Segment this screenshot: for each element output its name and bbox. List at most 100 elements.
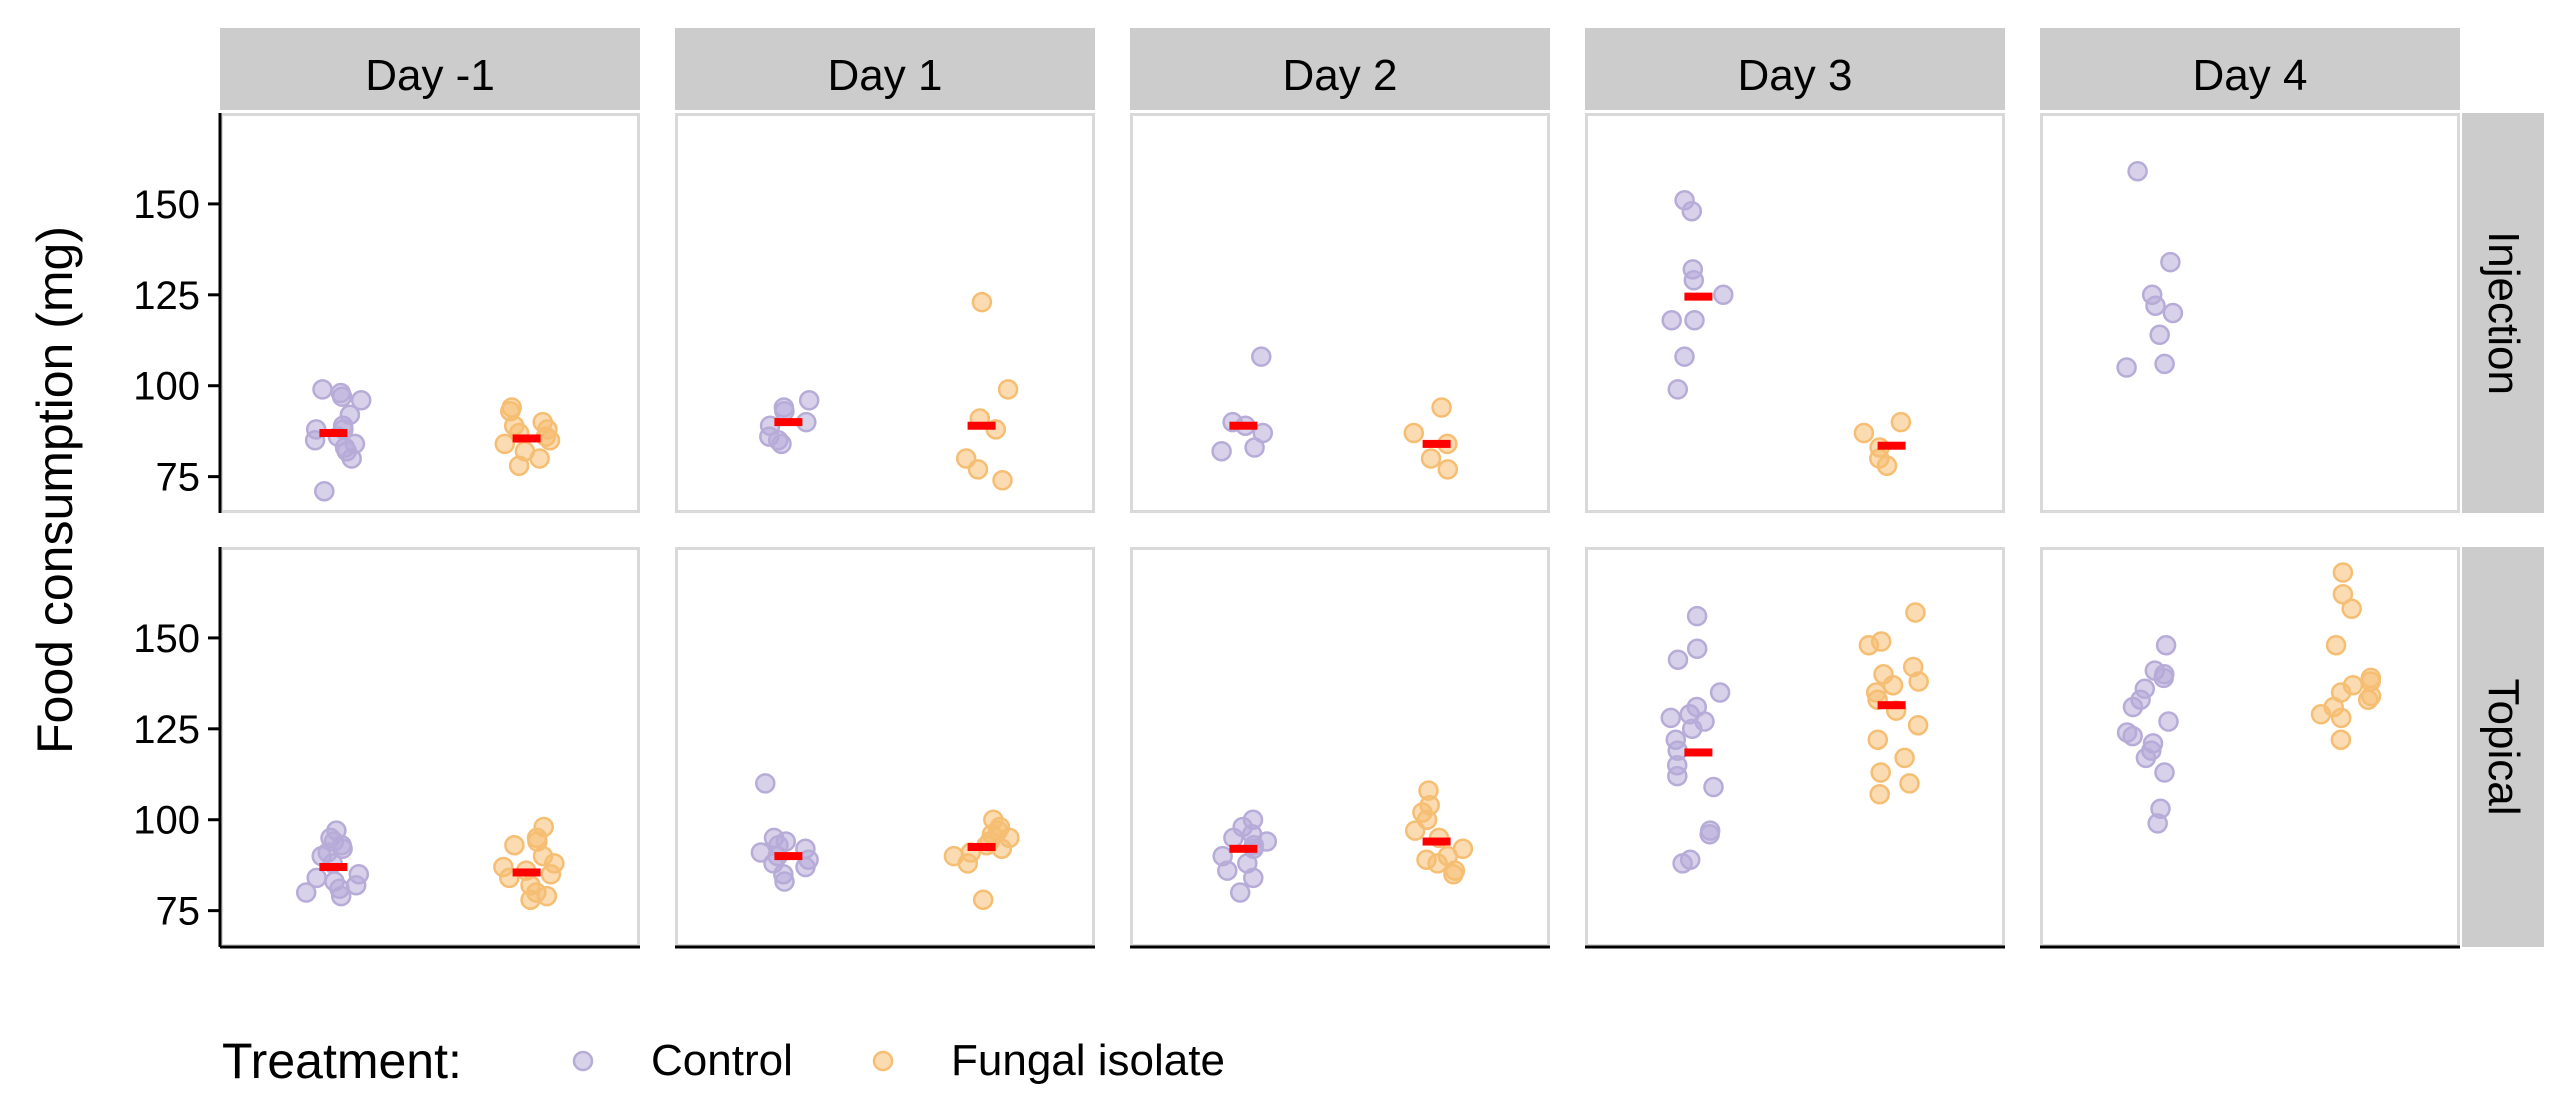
data-point-fungal-isolate bbox=[1907, 714, 1929, 736]
data-point-fungal-isolate bbox=[1894, 747, 1915, 769]
data-point-control bbox=[317, 842, 338, 863]
data-point-control bbox=[1686, 696, 1708, 718]
y-axis-label: Food consumption (mg) bbox=[27, 226, 83, 754]
panels-layer: Day -1 Day 1 Day 2 Day 3 Day 4 Injection Topic… bbox=[133, 28, 2544, 949]
data-point-fungal-isolate bbox=[1899, 773, 1920, 794]
data-point-control bbox=[295, 882, 317, 903]
legend-key bbox=[872, 1050, 894, 1072]
data-point-fungal-isolate bbox=[2360, 685, 2382, 707]
mean-marker bbox=[1877, 441, 1906, 450]
data-point-fungal-isolate bbox=[2332, 584, 2354, 605]
panel bbox=[2040, 113, 2460, 513]
column-strip bbox=[2040, 28, 2460, 110]
column-strip-label: Day 1 bbox=[828, 51, 943, 100]
data-point-control bbox=[1681, 200, 1703, 222]
mean-marker bbox=[319, 429, 348, 437]
data-point-control bbox=[1667, 649, 1689, 670]
mean-marker bbox=[1684, 748, 1713, 757]
data-point-control bbox=[1667, 379, 1689, 400]
panel-border bbox=[1585, 113, 2005, 513]
data-point-control bbox=[2154, 762, 2175, 783]
data-point-fungal-isolate bbox=[540, 864, 562, 885]
data-point-fungal-isolate bbox=[957, 853, 979, 874]
data-point-fungal-isolate bbox=[493, 856, 514, 878]
data-point-control bbox=[1686, 605, 1708, 627]
data-point-fungal-isolate bbox=[536, 885, 558, 907]
data-point-control bbox=[2116, 357, 2137, 378]
data-point-control bbox=[1686, 638, 1708, 660]
data-point-control bbox=[1217, 860, 1238, 881]
data-point-control bbox=[1713, 284, 1734, 306]
data-point-control bbox=[2147, 813, 2168, 834]
legend-title: Treatment: bbox=[222, 1033, 462, 1089]
data-point-fungal-isolate bbox=[1869, 784, 1890, 805]
data-point-control bbox=[1229, 882, 1251, 903]
column-strip-label: Day -1 bbox=[365, 51, 495, 100]
data-point-control bbox=[768, 834, 789, 856]
panel-border bbox=[2040, 547, 2460, 947]
data-point-control bbox=[330, 382, 352, 404]
panel bbox=[220, 113, 640, 513]
data-point-control bbox=[312, 379, 333, 400]
data-point-control bbox=[2149, 324, 2170, 346]
data-point-control bbox=[2160, 251, 2181, 273]
data-point-control bbox=[774, 400, 795, 422]
panel-border bbox=[2040, 113, 2460, 513]
data-point-fungal-isolate bbox=[539, 430, 561, 451]
mean-marker bbox=[1684, 292, 1713, 301]
data-point-control bbox=[314, 480, 335, 502]
data-point-fungal-isolate bbox=[2332, 562, 2354, 583]
data-point-control bbox=[1251, 346, 1272, 367]
y-tick-label: 150 bbox=[133, 617, 200, 661]
column-strip bbox=[220, 28, 640, 110]
y-tick-label: 100 bbox=[133, 799, 200, 843]
data-point-control bbox=[2122, 696, 2144, 718]
data-point-fungal-isolate bbox=[494, 433, 516, 455]
panel-border bbox=[220, 547, 640, 947]
data-point-control bbox=[1703, 776, 1724, 798]
data-point-fungal-isolate bbox=[1882, 674, 1904, 696]
data-point-fungal-isolate bbox=[1416, 849, 1437, 870]
data-point-fungal-isolate bbox=[529, 448, 550, 469]
data-point-control bbox=[755, 773, 776, 794]
data-point-fungal-isolate bbox=[1420, 448, 1442, 469]
mean-marker bbox=[774, 418, 803, 427]
panel bbox=[1585, 547, 2005, 947]
data-point-fungal-isolate bbox=[504, 834, 525, 856]
data-point-control bbox=[1681, 718, 1703, 740]
data-point-control bbox=[339, 404, 361, 426]
data-point-control bbox=[1683, 270, 1705, 291]
column-strip bbox=[1130, 28, 1550, 110]
data-point-fungal-isolate bbox=[971, 291, 993, 313]
data-point-fungal-isolate bbox=[2310, 704, 2332, 725]
y-tick-label: 125 bbox=[133, 708, 200, 752]
data-point-fungal-isolate bbox=[1443, 864, 1464, 885]
legend: Treatment: Control Fungal isolate bbox=[222, 1033, 1225, 1089]
data-point-fungal-isolate bbox=[1870, 762, 1891, 783]
data-point-fungal-isolate bbox=[1908, 671, 1929, 692]
row-strip bbox=[2462, 547, 2544, 947]
panel-border bbox=[220, 113, 640, 513]
mean-marker bbox=[319, 863, 348, 871]
mean-marker bbox=[1229, 421, 1258, 430]
data-point-control bbox=[350, 390, 372, 411]
mean-marker bbox=[1422, 837, 1451, 846]
y-tick-label: 100 bbox=[133, 365, 200, 409]
panel-border bbox=[675, 113, 1095, 513]
data-point-fungal-isolate bbox=[520, 889, 541, 910]
mean-marker bbox=[1877, 701, 1906, 710]
data-point-fungal-isolate bbox=[1890, 411, 1912, 433]
row-strip bbox=[2462, 113, 2544, 513]
data-point-control bbox=[1661, 310, 1682, 331]
y-tick-label: 125 bbox=[133, 274, 200, 318]
data-point-fungal-isolate bbox=[2330, 707, 2352, 729]
data-point-control bbox=[1667, 765, 1688, 787]
data-point-control bbox=[1709, 682, 1731, 703]
legend-item-label: Fungal isolate bbox=[951, 1036, 1225, 1085]
data-point-control bbox=[2145, 295, 2166, 316]
data-point-control bbox=[1223, 827, 1244, 849]
legend-key bbox=[572, 1050, 594, 1072]
data-point-fungal-isolate bbox=[1876, 455, 1898, 476]
y-tick-label: 150 bbox=[133, 183, 200, 227]
data-point-control bbox=[795, 856, 816, 878]
